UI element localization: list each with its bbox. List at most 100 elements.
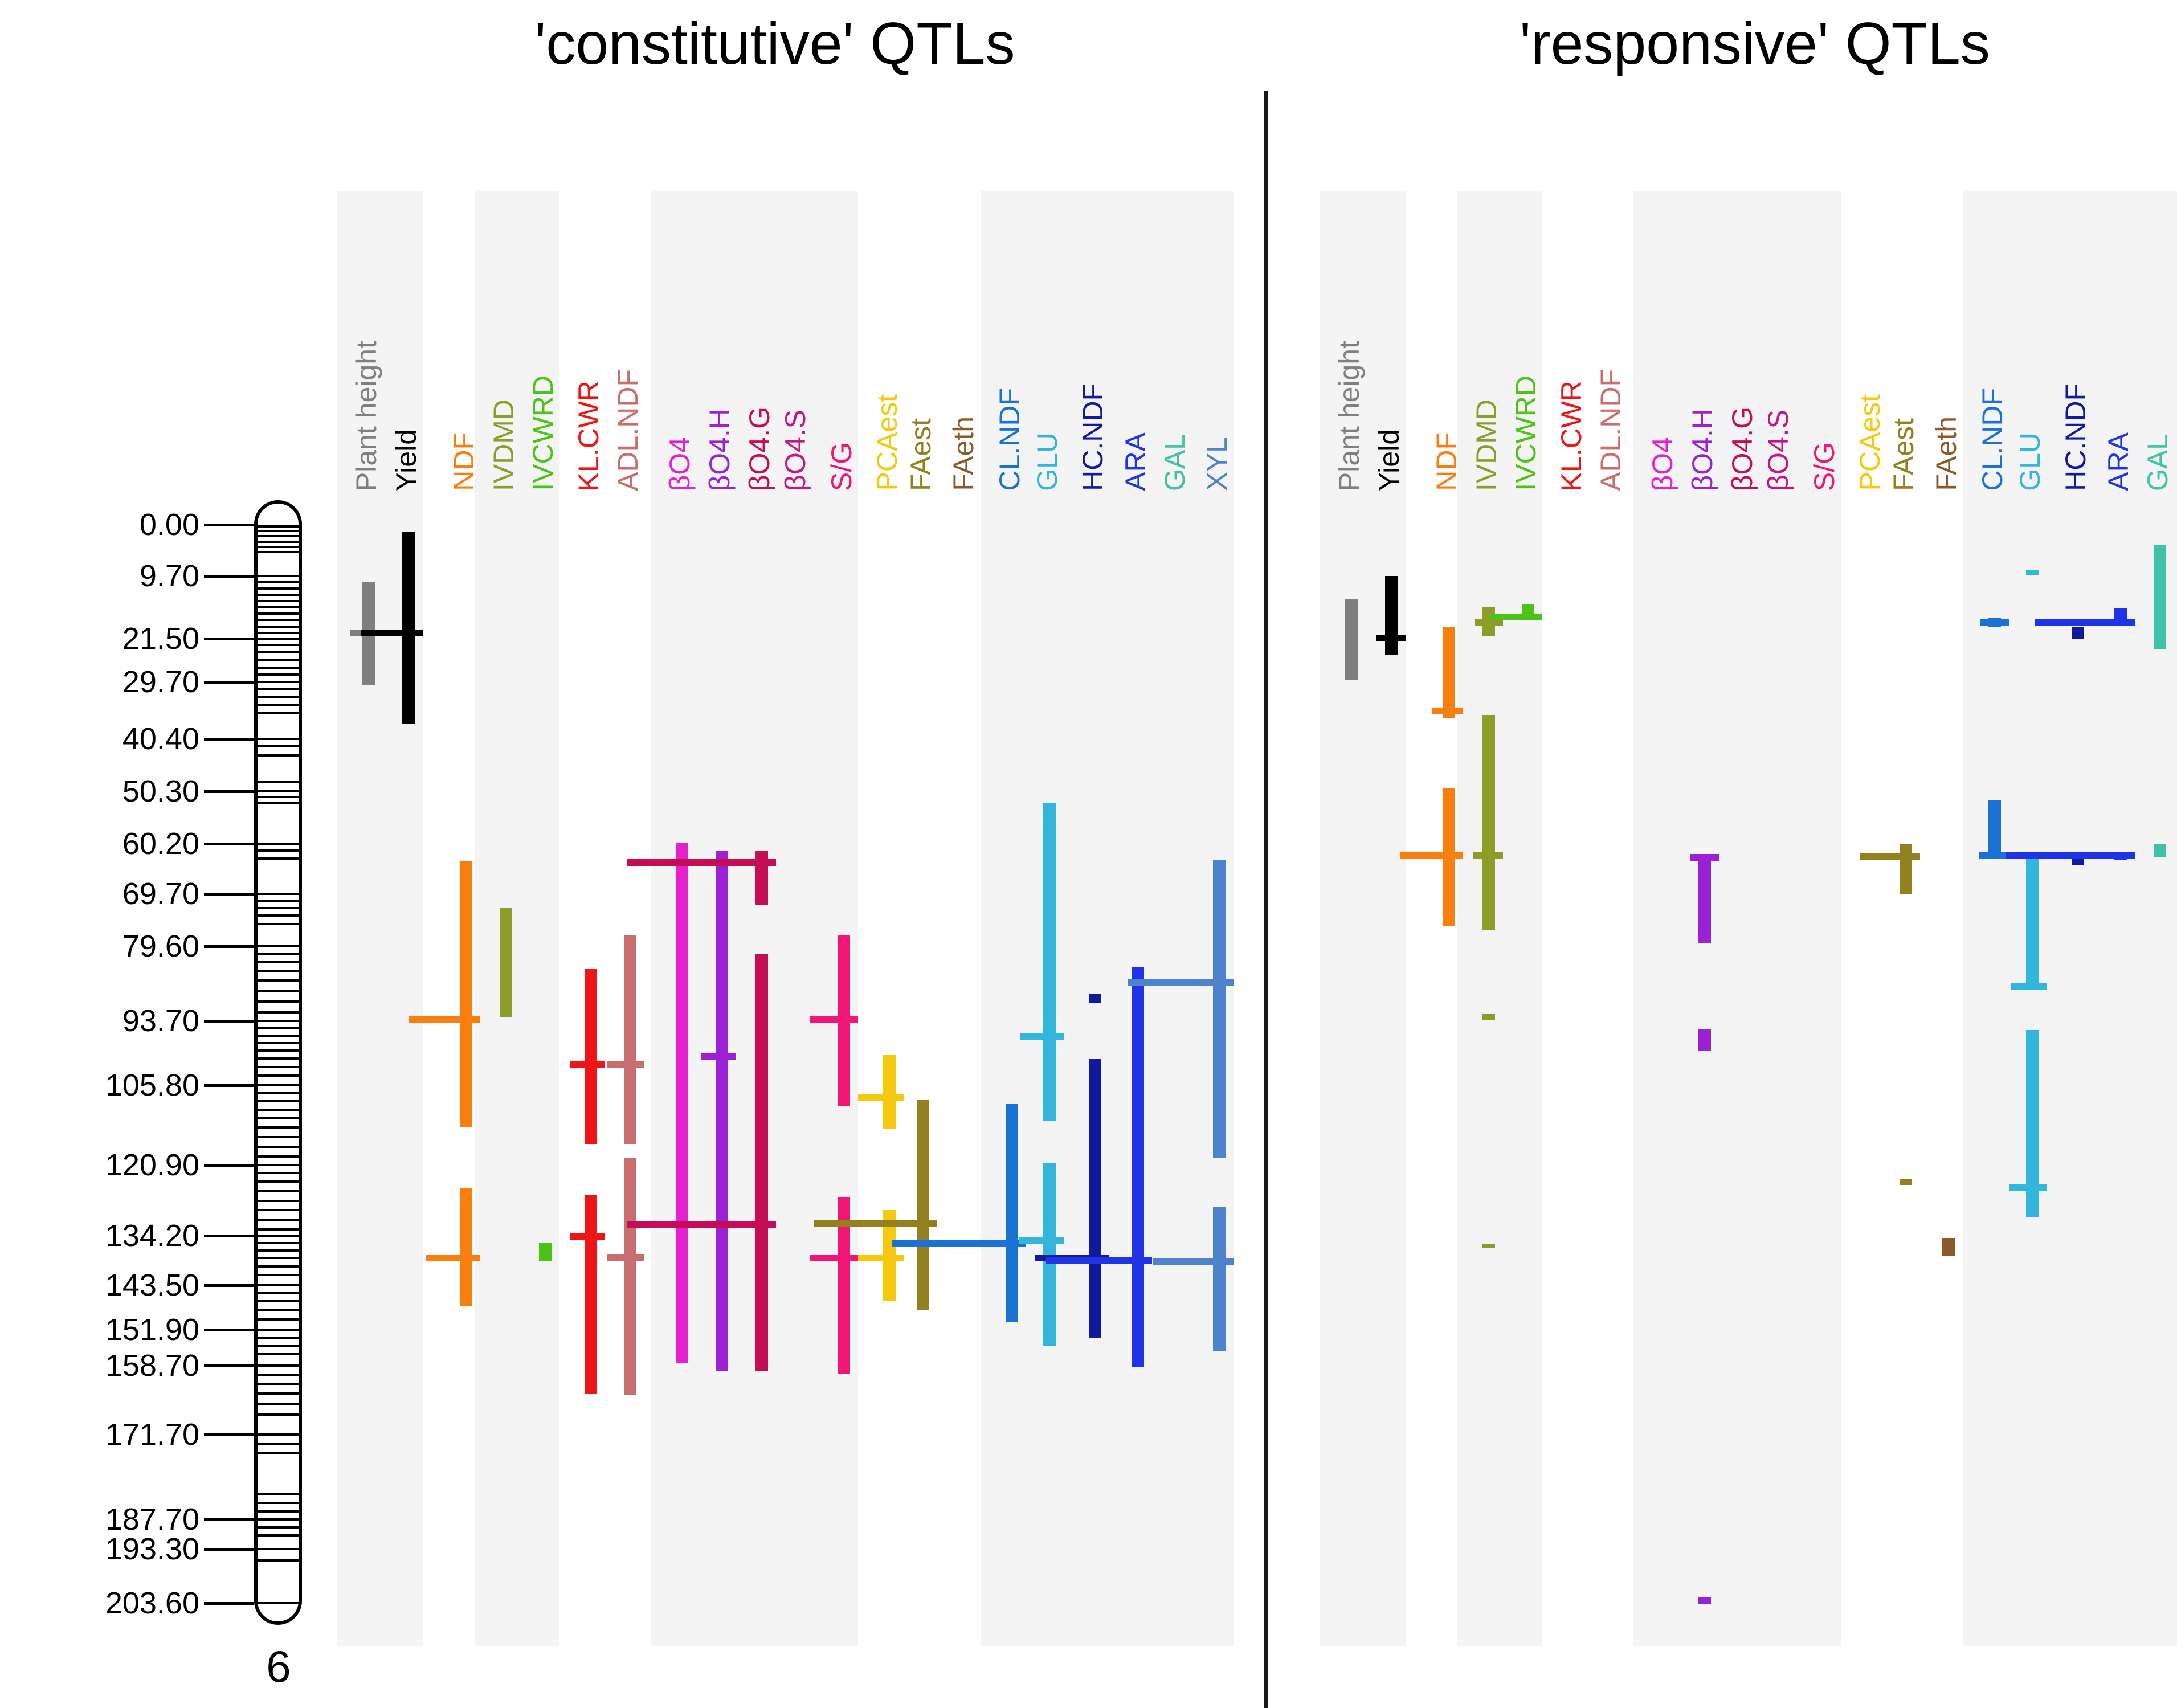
marker-line — [256, 1257, 300, 1260]
trait-label-bo4_s: βO4.S — [1762, 410, 1794, 491]
marker-line — [256, 1219, 300, 1221]
axis-tick-line — [204, 524, 254, 526]
qtl-peak-whisker — [409, 1015, 480, 1023]
marker-line — [256, 1136, 300, 1139]
panel-title-constitutive: 'constitutive' QTLs — [534, 11, 1015, 77]
marker-line — [256, 945, 300, 948]
trait-label-pcaest: PCAest — [871, 394, 903, 491]
trait-label-s_g: S/G — [826, 442, 857, 491]
trait-label-plant_height: Plant height — [1333, 340, 1365, 491]
trait-label-bo4_g: βO4.G — [744, 406, 775, 491]
trait-label-ara: ARA — [2102, 432, 2134, 491]
marker-line — [256, 659, 300, 661]
marker-line — [256, 525, 300, 528]
trait-label-gal: GAL — [2142, 434, 2174, 491]
qtl-peak-whisker — [858, 1255, 904, 1262]
axis-tick-label: 120.90 — [105, 1148, 199, 1183]
marker-line — [256, 1027, 300, 1029]
marker-line — [256, 587, 300, 590]
axis-tick-label: 9.70 — [139, 559, 199, 594]
marker-line — [256, 1074, 300, 1077]
qtl-bar — [2072, 857, 2084, 865]
marker-line — [256, 1328, 300, 1331]
marker-line — [256, 790, 300, 792]
qtl-peak-whisker — [1400, 852, 1463, 860]
marker-line — [256, 551, 300, 554]
marker-line — [256, 696, 300, 698]
qtl-peak-whisker — [2035, 619, 2135, 627]
marker-line — [256, 1345, 300, 1347]
marker-line — [256, 625, 300, 628]
marker-line — [256, 704, 300, 706]
marker-line — [256, 530, 300, 533]
qtl-peak-whisker — [701, 1053, 736, 1060]
qtl-bar — [1043, 1163, 1056, 1346]
marker-line — [256, 1353, 300, 1356]
marker-line — [256, 1041, 300, 1044]
marker-line — [256, 606, 300, 609]
qtl-bar — [2026, 1030, 2039, 1218]
qtl-bar — [2154, 843, 2166, 857]
qtl-peak-whisker — [1690, 854, 1719, 861]
marker-line — [256, 1155, 300, 1158]
axis-tick-line — [204, 1020, 254, 1023]
marker-line — [256, 1180, 300, 1183]
marker-line — [256, 1000, 300, 1003]
axis-tick-label: 193.30 — [105, 1531, 199, 1566]
marker-line — [256, 651, 300, 653]
trait-label-xyl: XYL — [1201, 437, 1233, 491]
qtl-bar — [1482, 1014, 1495, 1021]
trait-label-hc_ndf: HC.NDF — [1077, 383, 1109, 491]
trait-label-faest: FAest — [905, 418, 937, 491]
trait-label-ivdmd: IVDMD — [1471, 399, 1502, 491]
qtl-bar — [585, 1195, 597, 1395]
marker-line — [256, 1242, 300, 1245]
axis-tick-label: 187.70 — [105, 1502, 199, 1537]
marker-line — [256, 979, 300, 982]
column-group-stripe — [1963, 191, 2177, 1646]
marker-line — [256, 1235, 300, 1237]
qtl-bar — [1698, 855, 1711, 943]
qtl-peak-whisker — [1020, 1033, 1064, 1040]
trait-label-ara: ARA — [1120, 432, 1151, 491]
qtl-peak-whisker — [627, 859, 776, 867]
chromosome-ideogram — [254, 500, 302, 1625]
qtl-bar — [716, 850, 728, 1372]
trait-label-s_g: S/G — [1808, 442, 1840, 491]
marker-line — [256, 1452, 300, 1454]
trait-label-ivcwrd: IVCWRD — [527, 375, 559, 491]
trait-label-hc_ndf: HC.NDF — [2060, 383, 2092, 491]
marker-line — [256, 970, 300, 973]
qtl-peak-whisker — [570, 1060, 605, 1068]
marker-line — [256, 619, 300, 622]
column-group-stripe — [337, 191, 423, 1646]
marker-line — [256, 1126, 300, 1129]
qtl-peak-whisker — [1128, 979, 1234, 986]
marker-line — [256, 1510, 300, 1513]
marker-line — [256, 1228, 300, 1231]
marker-line — [256, 1117, 300, 1119]
qtl-bar — [500, 908, 512, 1017]
qtl-peak-whisker — [607, 1060, 644, 1068]
marker-line — [256, 1066, 300, 1069]
axis-tick-line — [204, 1602, 254, 1605]
marker-line — [256, 802, 300, 805]
trait-label-faeth: FAeth — [1930, 416, 1962, 491]
qtl-bar — [1089, 994, 1101, 1003]
marker-line — [256, 644, 300, 647]
qtl-bar — [2154, 545, 2166, 649]
marker-line — [256, 900, 300, 902]
qtl-peak-whisker — [810, 1255, 858, 1262]
panel-divider-line — [1264, 91, 1268, 1708]
axis-tick-line — [204, 1364, 254, 1367]
marker-line — [256, 893, 300, 896]
marker-line — [256, 1190, 300, 1192]
marker-line — [256, 1526, 300, 1529]
marker-line — [256, 1145, 300, 1148]
axis-tick-line — [204, 575, 254, 578]
marker-line — [256, 712, 300, 714]
trait-label-bo4_s: βO4.S — [779, 410, 811, 491]
marker-line — [256, 1020, 300, 1023]
qtl-bar — [1900, 844, 1912, 894]
column-group-stripe — [1320, 191, 1406, 1646]
